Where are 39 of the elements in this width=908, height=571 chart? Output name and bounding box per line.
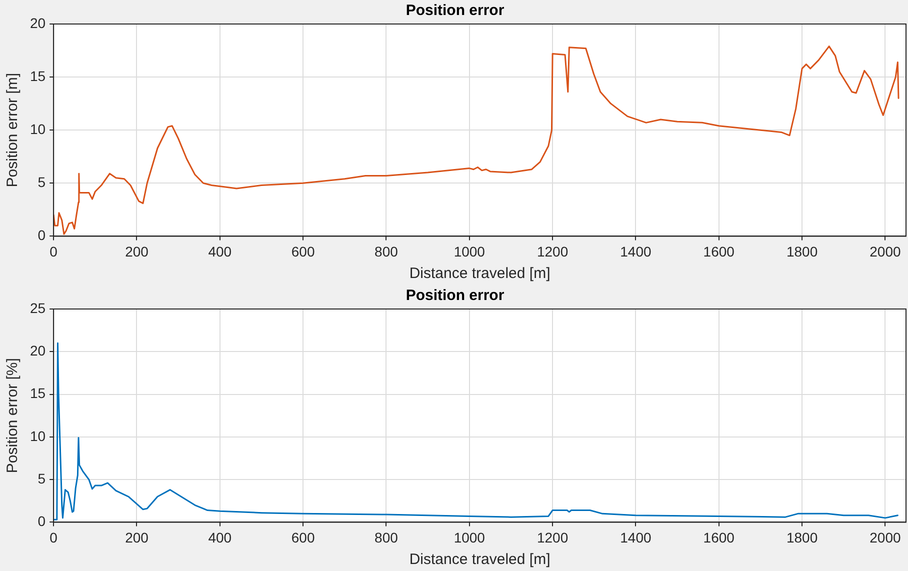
y-tick-label: 20 [30, 342, 46, 358]
x-tick-label: 1800 [786, 243, 818, 260]
x-tick-label: 1200 [536, 243, 568, 260]
x-tick-label: 800 [374, 529, 398, 546]
x-axis-title: Distance traveled [m] [409, 551, 550, 568]
chart-title: Position error [406, 2, 504, 20]
x-tick-label: 1000 [454, 243, 486, 260]
x-tick-label: 400 [208, 529, 232, 546]
x-tick-label: 0 [50, 529, 58, 546]
x-tick-label: 200 [125, 243, 149, 260]
x-tick-label: 200 [125, 529, 149, 546]
x-axis-title: Distance traveled [m] [409, 265, 550, 282]
x-tick-label: 2000 [870, 243, 901, 260]
y-tick-label: 20 [30, 14, 46, 31]
y-tick-label: 5 [38, 470, 46, 486]
x-tick-label: 1400 [620, 529, 652, 546]
y-tick-label: 0 [38, 227, 46, 244]
x-tick-label: 0 [50, 243, 58, 260]
y-tick-label: 10 [30, 428, 46, 444]
x-tick-label: 1000 [454, 529, 486, 546]
x-tick-label: 1600 [703, 243, 735, 260]
x-tick-label: 1200 [536, 529, 568, 546]
y-tick-label: 10 [30, 120, 46, 137]
x-tick-label: 400 [208, 243, 232, 260]
x-tick-label: 600 [291, 243, 315, 260]
y-axis-title: Position error [m] [4, 73, 22, 188]
y-axis-title: Position error [%] [4, 358, 22, 474]
y-tick-label: 0 [38, 513, 46, 530]
x-tick-label: 800 [374, 243, 398, 260]
y-tick-label: 15 [30, 68, 46, 84]
x-tick-label: 2000 [870, 529, 901, 546]
x-tick-label: 1800 [786, 529, 818, 546]
x-tick-label: 1400 [620, 243, 652, 260]
y-tick-label: 25 [30, 300, 46, 316]
x-tick-label: 600 [291, 529, 315, 546]
y-tick-label: 15 [30, 385, 46, 402]
y-tick-label: 5 [38, 174, 46, 190]
x-tick-label: 1600 [703, 529, 735, 546]
chart-title: Position error [406, 287, 504, 304]
